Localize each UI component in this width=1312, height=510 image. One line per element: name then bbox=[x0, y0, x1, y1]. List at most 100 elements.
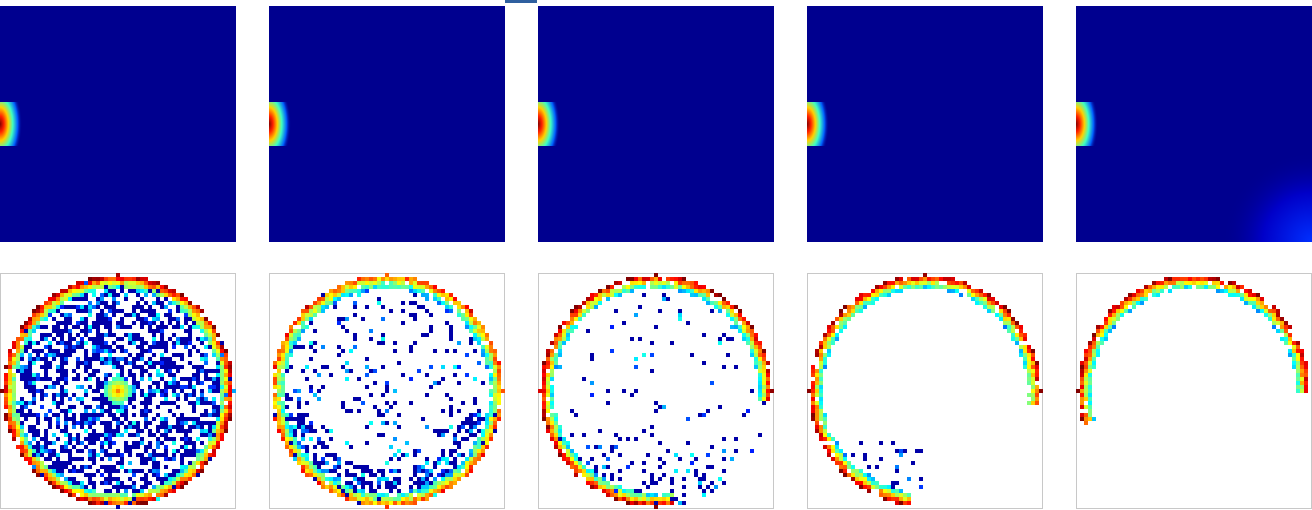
pixel bbox=[212, 425, 216, 429]
pixel bbox=[558, 325, 562, 329]
pixel bbox=[489, 341, 493, 345]
pixel bbox=[546, 357, 550, 361]
pixel bbox=[128, 477, 132, 481]
pixel bbox=[413, 281, 417, 285]
pixel bbox=[819, 353, 823, 357]
pixel bbox=[52, 413, 56, 417]
pixel bbox=[156, 413, 160, 417]
pixel bbox=[92, 433, 96, 437]
pixel bbox=[337, 465, 341, 469]
pixel bbox=[971, 293, 975, 297]
pixel bbox=[702, 293, 706, 297]
pixel bbox=[413, 497, 417, 501]
pixel bbox=[574, 461, 578, 465]
pixel bbox=[1284, 321, 1288, 325]
pixel bbox=[168, 457, 172, 461]
pixel bbox=[132, 393, 136, 397]
pixel bbox=[827, 337, 831, 341]
pixel bbox=[285, 405, 289, 409]
pixel bbox=[60, 305, 64, 309]
pixel bbox=[104, 345, 108, 349]
pixel bbox=[172, 413, 176, 417]
pixel bbox=[381, 337, 385, 341]
pixel bbox=[329, 289, 333, 293]
pixel bbox=[911, 281, 915, 285]
pixel bbox=[309, 309, 313, 313]
pixel bbox=[32, 309, 36, 313]
pixel bbox=[1080, 381, 1084, 385]
pixel bbox=[80, 465, 84, 469]
pixel bbox=[1112, 325, 1116, 329]
pixel bbox=[108, 489, 112, 493]
pixel bbox=[437, 429, 441, 433]
pixel bbox=[92, 493, 96, 497]
pixel bbox=[204, 453, 208, 457]
pixel bbox=[136, 497, 140, 501]
pixel bbox=[1296, 345, 1300, 349]
pixel bbox=[24, 329, 28, 333]
pixel bbox=[120, 461, 124, 465]
pixel bbox=[68, 285, 72, 289]
pixel bbox=[401, 277, 405, 281]
pixel bbox=[1152, 281, 1156, 285]
pixel bbox=[140, 469, 144, 473]
pixel bbox=[493, 393, 497, 397]
pixel bbox=[208, 445, 212, 449]
pixel bbox=[168, 365, 172, 369]
pixel bbox=[200, 441, 204, 445]
pixel bbox=[461, 313, 465, 317]
pixel bbox=[64, 425, 68, 429]
pixel bbox=[60, 341, 64, 345]
pixel bbox=[1023, 345, 1027, 349]
pixel bbox=[1304, 373, 1308, 377]
pixel bbox=[473, 453, 477, 457]
pixel bbox=[212, 377, 216, 381]
pixel bbox=[698, 477, 702, 481]
pixel bbox=[590, 381, 594, 385]
pixel bbox=[1236, 289, 1240, 293]
pixel bbox=[750, 345, 754, 349]
pixel bbox=[409, 401, 413, 405]
pixel bbox=[642, 501, 646, 505]
pixel bbox=[8, 369, 12, 373]
pixel bbox=[646, 277, 650, 281]
pixel bbox=[48, 441, 52, 445]
pixel bbox=[1035, 393, 1039, 397]
pixel bbox=[658, 277, 662, 281]
pixel bbox=[385, 389, 389, 393]
pixel bbox=[473, 333, 477, 337]
pixel bbox=[1031, 361, 1035, 365]
pixel bbox=[819, 357, 823, 361]
pixel bbox=[100, 497, 104, 501]
pixel bbox=[140, 373, 144, 377]
pixel bbox=[224, 429, 228, 433]
pixel bbox=[558, 365, 562, 369]
pixel bbox=[421, 493, 425, 497]
pixel bbox=[12, 353, 16, 357]
pixel bbox=[690, 461, 694, 465]
pixel bbox=[650, 369, 654, 373]
pixel bbox=[642, 285, 646, 289]
pixel bbox=[489, 417, 493, 421]
pixel bbox=[333, 465, 337, 469]
pixel bbox=[823, 365, 827, 369]
pixel bbox=[935, 281, 939, 285]
pixel bbox=[192, 401, 196, 405]
pixel bbox=[136, 421, 140, 425]
pixel bbox=[92, 489, 96, 493]
pixel bbox=[365, 285, 369, 289]
pixel bbox=[1184, 281, 1188, 285]
pixel bbox=[762, 385, 766, 389]
pixel bbox=[116, 389, 120, 393]
pixel bbox=[28, 425, 32, 429]
pixel bbox=[345, 481, 349, 485]
pixel bbox=[313, 477, 317, 481]
pixel bbox=[80, 305, 84, 309]
pixel bbox=[96, 285, 100, 289]
pixel bbox=[1003, 313, 1007, 317]
pixel bbox=[52, 329, 56, 333]
pixel bbox=[281, 357, 285, 361]
pixel bbox=[385, 477, 389, 481]
pixel bbox=[433, 429, 437, 433]
pixel bbox=[32, 361, 36, 365]
